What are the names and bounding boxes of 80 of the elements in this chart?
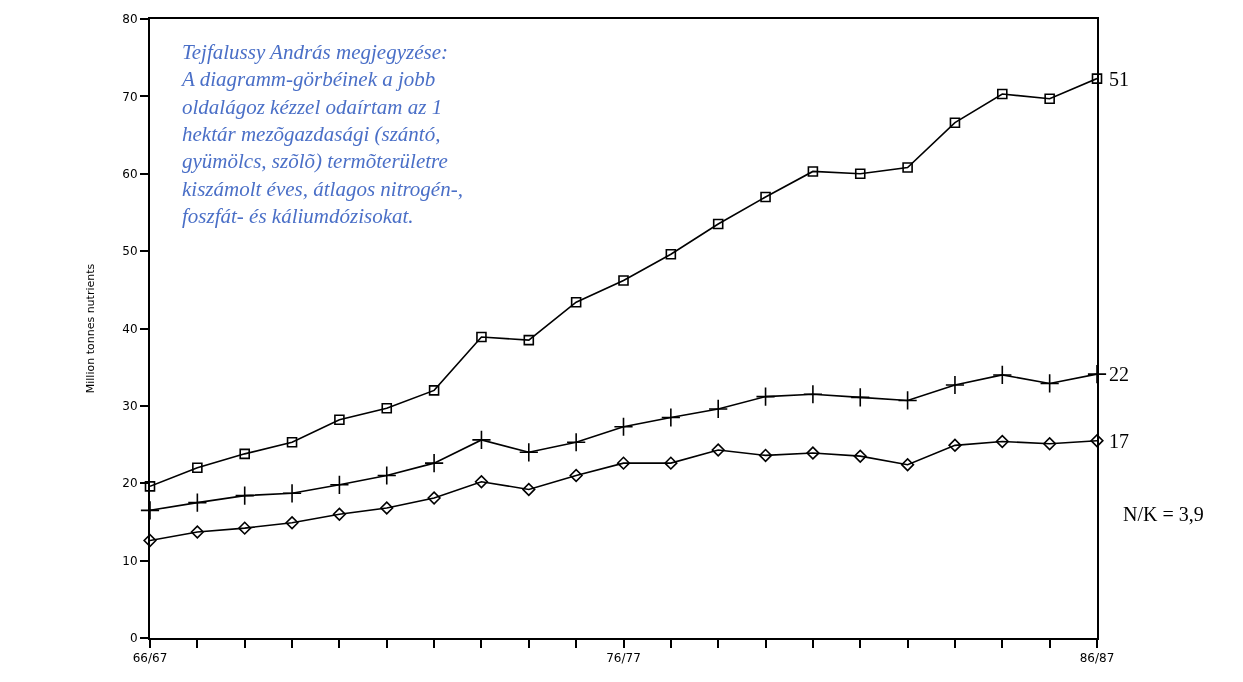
point	[760, 191, 771, 203]
point	[286, 436, 298, 448]
y-axis-title: Million tonnes nutrients	[84, 263, 98, 394]
y-tick-label: 10	[122, 553, 138, 568]
point	[334, 414, 345, 426]
point	[1090, 434, 1104, 448]
point	[758, 448, 773, 463]
y-tick-label: 70	[122, 89, 138, 104]
point	[853, 449, 867, 463]
point	[897, 390, 918, 411]
x-tick-label: 66/67	[132, 651, 168, 666]
point	[1039, 373, 1060, 394]
y-tick-label: 60	[122, 166, 138, 181]
point	[428, 385, 440, 396]
point	[234, 485, 255, 506]
point	[471, 430, 492, 450]
point	[144, 481, 156, 492]
annotation: Tejfalussy András megjegyzése: A diagramm-görbéinek a jobb oldalágoz kézzel odaírtam az 1 hektár mezõgazdasági (szántó, gyümölcs, szõlõ) termõterületre kiszámolt éves, átlagos nitrogén-, foszfát- és káliumdózisokat.	[180, 40, 463, 228]
text: N/K = 3,9	[1123, 503, 1204, 525]
point	[902, 162, 913, 173]
point	[332, 507, 347, 521]
point	[474, 475, 489, 489]
point	[807, 166, 819, 177]
point	[190, 525, 204, 539]
point	[381, 402, 393, 414]
point	[618, 275, 629, 286]
point	[806, 446, 820, 460]
y-tick-label: 20	[122, 476, 138, 491]
point	[522, 482, 536, 497]
point	[239, 448, 250, 460]
point	[850, 387, 871, 408]
point	[665, 248, 677, 260]
point	[1043, 437, 1057, 451]
point	[476, 331, 487, 343]
point	[1091, 73, 1103, 84]
point	[570, 296, 582, 308]
point	[569, 468, 583, 483]
point	[992, 365, 1013, 385]
point	[803, 384, 823, 405]
y-tick-label: 30	[122, 399, 138, 414]
point	[711, 443, 725, 457]
annotation: 51	[1109, 68, 1129, 90]
point	[424, 453, 444, 474]
point	[948, 438, 962, 452]
y-tick-label: 50	[122, 244, 138, 259]
point	[523, 334, 535, 346]
point	[238, 521, 252, 535]
point	[708, 399, 729, 419]
point	[854, 168, 866, 180]
point	[143, 533, 157, 548]
point	[427, 491, 441, 505]
annotation: 22	[1109, 363, 1129, 385]
point	[616, 456, 631, 470]
point	[712, 218, 724, 230]
point	[140, 500, 160, 521]
point	[566, 432, 587, 453]
y-tick-label: 80	[122, 12, 138, 27]
point	[995, 434, 1009, 449]
annotation: 17	[1109, 430, 1129, 452]
point	[900, 458, 915, 472]
point	[664, 456, 678, 470]
point	[187, 492, 208, 513]
y-tick-label: 0	[129, 631, 138, 646]
point	[755, 386, 776, 407]
point	[945, 375, 965, 395]
point	[660, 407, 681, 428]
point	[1044, 93, 1055, 104]
y-tick-label: 40	[122, 321, 138, 336]
point	[949, 117, 961, 128]
point	[518, 442, 539, 463]
point	[997, 88, 1008, 100]
point	[376, 465, 397, 486]
point	[613, 416, 634, 437]
point	[329, 474, 350, 495]
x-tick-label: 76/77	[606, 651, 641, 666]
point	[192, 462, 203, 474]
point	[380, 501, 394, 515]
point	[285, 516, 299, 530]
point	[282, 483, 302, 504]
x-tick-label: 86/87	[1079, 651, 1115, 666]
